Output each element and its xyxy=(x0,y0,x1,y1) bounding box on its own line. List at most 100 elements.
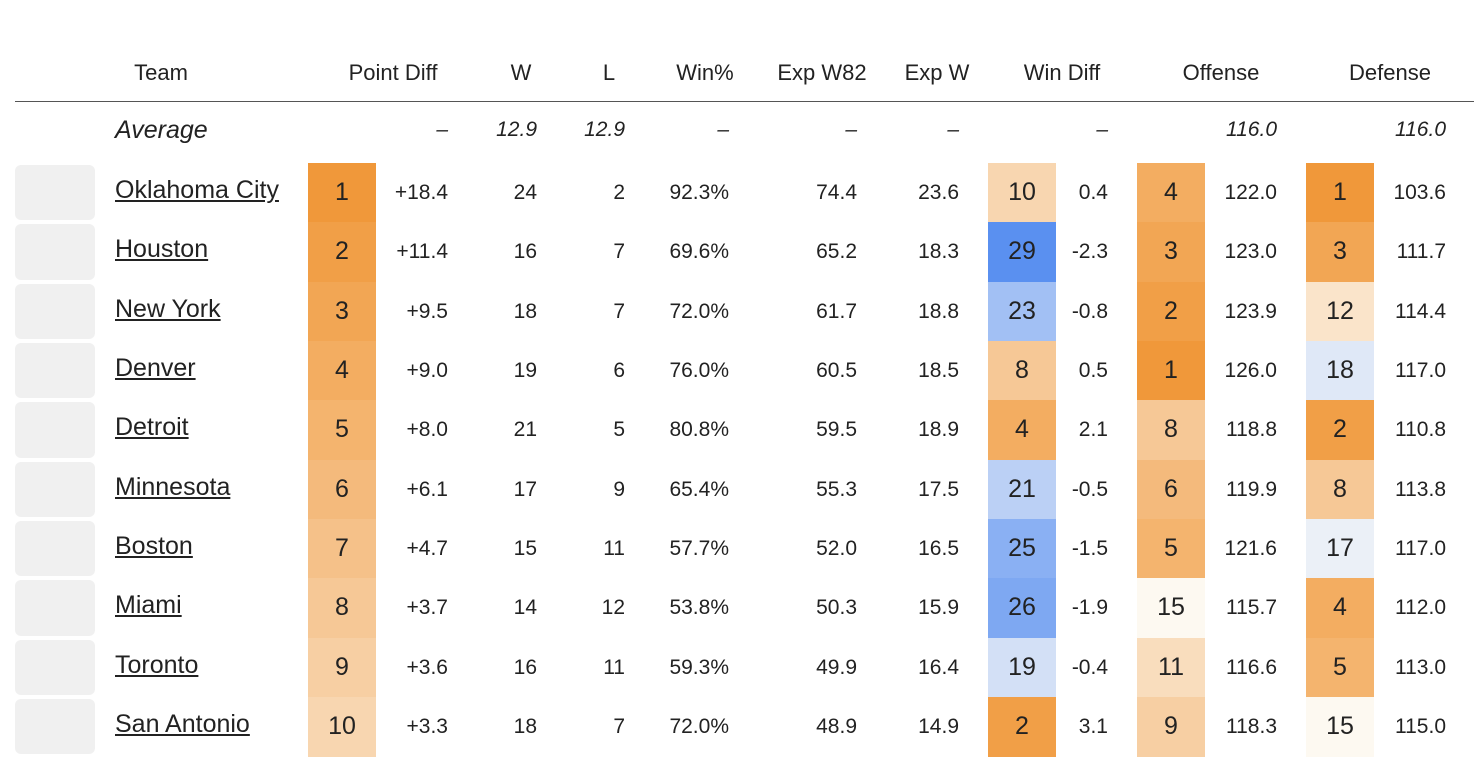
average-value: – xyxy=(845,118,857,141)
rank-cell: 5 xyxy=(1137,519,1205,579)
rank-cell: 1 xyxy=(1137,341,1205,401)
column-header: L xyxy=(602,60,616,85)
rank-cell: 2 xyxy=(308,222,376,283)
team-link[interactable]: New York xyxy=(115,294,221,323)
average-label: Average xyxy=(115,116,208,144)
rank-cell: 12 xyxy=(1306,281,1374,342)
value-cell: 121.6 xyxy=(1224,537,1277,561)
value-cell: -0.5 xyxy=(1071,477,1108,501)
team-link[interactable]: San Antonio xyxy=(115,710,250,739)
value-cell: 123.9 xyxy=(1224,299,1277,323)
value-cell: 0.5 xyxy=(1078,359,1108,383)
value-cell: 117.0 xyxy=(1395,537,1446,561)
team-link[interactable]: Houston xyxy=(115,235,209,264)
value-cell: 9 xyxy=(613,477,625,501)
value-cell: 7 xyxy=(613,299,625,323)
value-cell: 122.0 xyxy=(1224,181,1277,204)
column-header: Exp W82 xyxy=(777,60,867,85)
team-logo xyxy=(15,283,95,340)
average-value: 12.9 xyxy=(584,118,625,141)
rank-cell: 25 xyxy=(988,519,1056,579)
value-cell: 111.7 xyxy=(1396,240,1446,264)
value-cell: 113.0 xyxy=(1395,655,1446,679)
value-cell: 15.9 xyxy=(918,596,959,620)
rank-cell: 4 xyxy=(1306,578,1374,639)
team-link[interactable]: Miami xyxy=(115,591,182,620)
value-cell: 61.7 xyxy=(816,299,857,323)
value-cell: +3.6 xyxy=(406,655,448,679)
value-cell: 11 xyxy=(603,537,625,561)
rank-cell: 18 xyxy=(1306,341,1374,401)
value-cell: 117.0 xyxy=(1395,359,1446,383)
team-logo xyxy=(15,521,95,577)
value-cell: +6.1 xyxy=(406,477,448,501)
average-value: – xyxy=(717,118,729,141)
rank-cell: 9 xyxy=(1137,697,1205,757)
value-cell: 57.7% xyxy=(669,537,729,561)
value-cell: 50.3 xyxy=(816,596,857,620)
value-cell: 110.8 xyxy=(1395,418,1446,442)
rank-cell: 3 xyxy=(308,281,376,342)
value-cell: 7 xyxy=(613,715,625,739)
rank-cell: 1 xyxy=(308,163,376,223)
value-cell: 119.9 xyxy=(1226,477,1277,501)
value-cell: +11.4 xyxy=(396,240,448,264)
rank-cell: 6 xyxy=(1137,459,1205,520)
rank-cell: 29 xyxy=(988,222,1056,283)
value-cell: 76.0% xyxy=(669,359,729,383)
value-cell: 59.5 xyxy=(816,418,857,442)
value-cell: 113.8 xyxy=(1395,477,1446,501)
team-logo xyxy=(15,224,95,280)
value-cell: 72.0% xyxy=(669,299,729,323)
value-cell: 16 xyxy=(513,655,537,679)
value-cell: -1.5 xyxy=(1071,537,1108,561)
value-cell: 52.0 xyxy=(816,537,857,561)
value-cell: +4.7 xyxy=(406,537,448,561)
value-cell: +3.7 xyxy=(406,596,448,620)
team-link[interactable]: Oklahoma City xyxy=(115,176,279,204)
value-cell: 16.4 xyxy=(918,655,959,679)
team-logo xyxy=(15,580,95,636)
value-cell: 18 xyxy=(513,715,537,739)
value-cell: 0.4 xyxy=(1078,181,1108,204)
value-cell: 123.0 xyxy=(1224,240,1277,264)
rank-cell: 17 xyxy=(1306,519,1374,579)
rank-cell: 5 xyxy=(308,400,376,461)
rank-cell: 10 xyxy=(988,163,1056,223)
team-link[interactable]: Detroit xyxy=(115,413,189,442)
team-link[interactable]: Boston xyxy=(115,532,193,561)
team-logo xyxy=(15,343,95,399)
rank-cell: 23 xyxy=(988,281,1056,342)
value-cell: 19 xyxy=(513,359,537,383)
value-cell: 24 xyxy=(513,181,537,204)
value-cell: 7 xyxy=(613,240,625,264)
rank-cell: 10 xyxy=(308,697,376,757)
value-cell: 114.4 xyxy=(1395,299,1446,323)
value-cell: -1.9 xyxy=(1071,596,1108,620)
value-cell: 48.9 xyxy=(816,715,857,739)
value-cell: 11 xyxy=(603,655,625,679)
team-logo xyxy=(15,639,95,696)
value-cell: -0.4 xyxy=(1071,655,1108,679)
value-cell: 115.7 xyxy=(1226,596,1277,620)
value-cell: 80.8% xyxy=(669,418,729,442)
rank-cell: 6 xyxy=(308,459,376,520)
rank-cell: 9 xyxy=(308,637,376,698)
team-link[interactable]: Toronto xyxy=(115,650,199,679)
value-cell: 18 xyxy=(513,299,537,323)
value-cell: +18.4 xyxy=(394,181,448,204)
value-cell: 6 xyxy=(613,359,625,383)
rank-cell: 8 xyxy=(1306,459,1374,520)
value-cell: 23.6 xyxy=(918,181,959,204)
team-link[interactable]: Minnesota xyxy=(115,472,231,501)
team-logo xyxy=(15,461,95,518)
rank-cell: 1 xyxy=(1306,163,1374,223)
value-cell: 118.3 xyxy=(1226,715,1277,739)
rank-cell: 4 xyxy=(308,341,376,401)
value-cell: 55.3 xyxy=(816,477,857,501)
average-value: – xyxy=(436,118,448,141)
value-cell: 126.0 xyxy=(1224,359,1277,383)
column-header: W xyxy=(510,60,532,85)
team-link[interactable]: Denver xyxy=(115,354,196,383)
